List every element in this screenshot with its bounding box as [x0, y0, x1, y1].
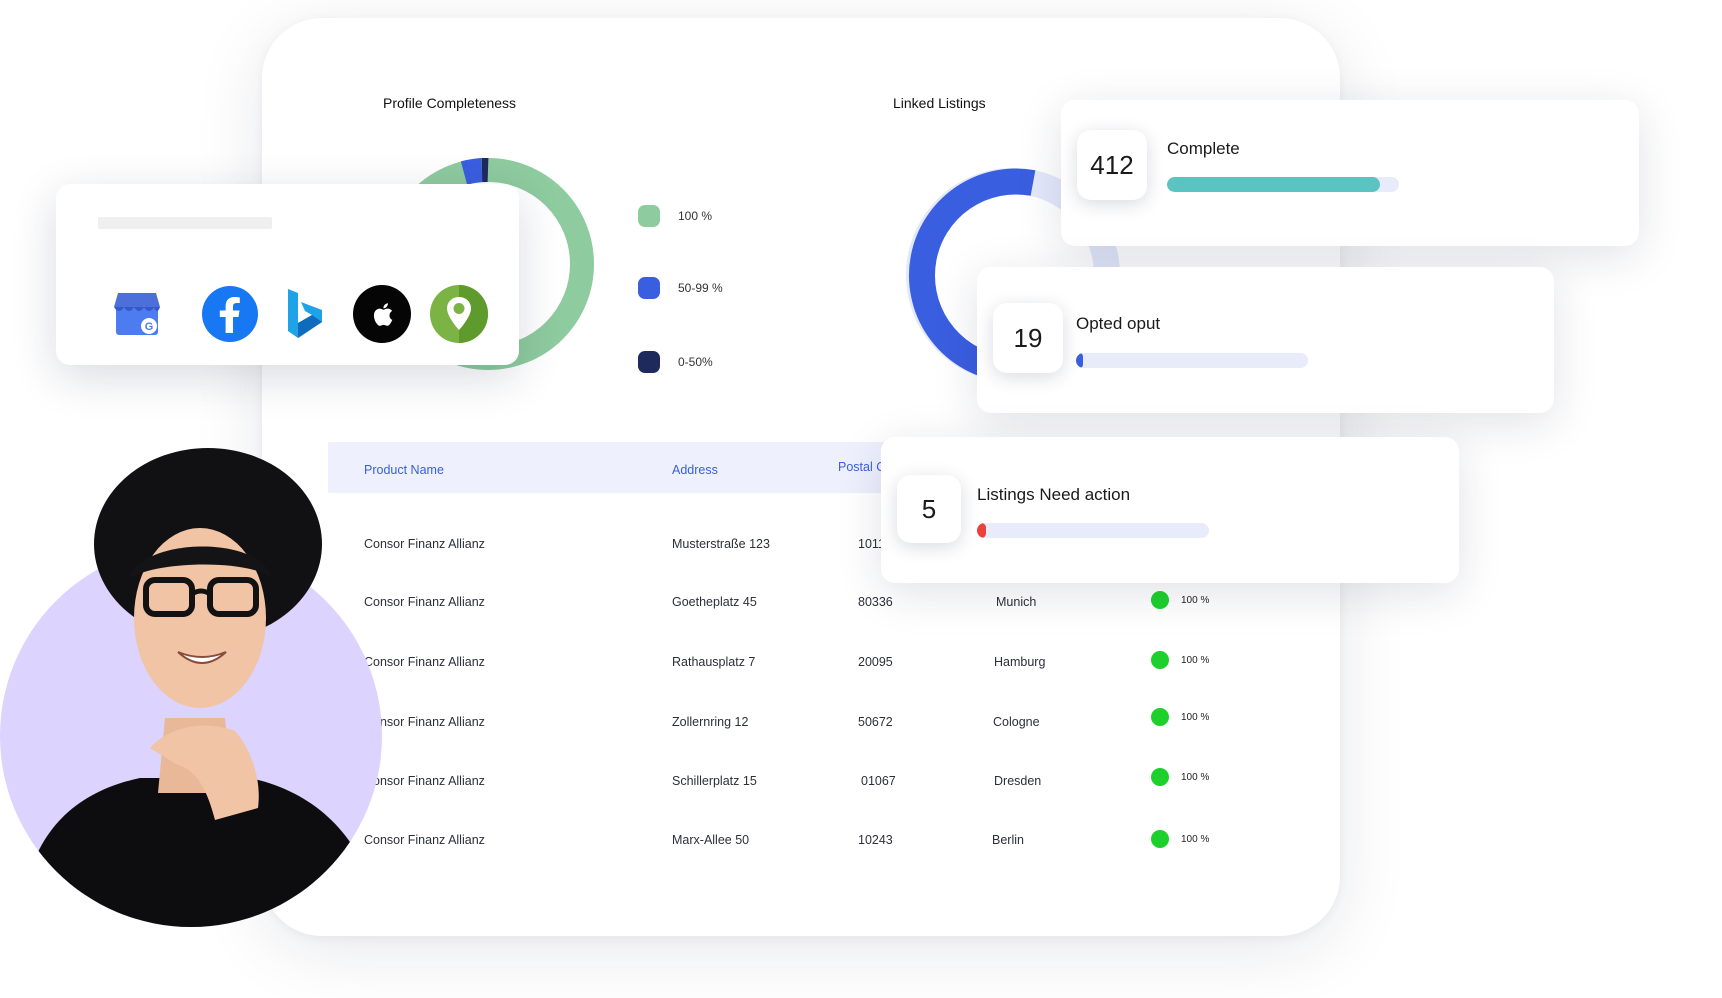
status-badge: 100 %	[1151, 768, 1209, 786]
legend-item-100: 100 %	[638, 205, 712, 227]
status-value: 100 %	[1181, 771, 1210, 783]
legend-dot-50-99	[638, 277, 660, 299]
progress-fill-opted-out	[1076, 353, 1083, 368]
stat-card-complete[interactable]: 412 Complete	[1061, 100, 1639, 246]
stat-value-complete: 412	[1077, 130, 1147, 200]
person-avatar	[0, 448, 382, 927]
listing-platforms-card: G	[56, 184, 519, 365]
legend-item-0-50: 0-50%	[638, 351, 713, 373]
cell-city: Berlin	[992, 833, 1024, 847]
bing-icon[interactable]	[278, 285, 336, 343]
status-value: 100 %	[1181, 833, 1210, 845]
cell-postal-code: 1011	[858, 537, 885, 551]
status-dot-icon	[1151, 708, 1169, 726]
progress-track-listings-need-action	[977, 523, 1209, 538]
status-value: 100 %	[1181, 654, 1210, 666]
cell-city: Hamburg	[994, 655, 1046, 669]
svg-text:G: G	[145, 321, 154, 333]
cell-product-name: Consor Finanz Allianz	[364, 833, 485, 847]
cell-product-name: Consor Finanz Allianz	[364, 537, 485, 551]
facebook-icon[interactable]	[201, 285, 259, 343]
column-header-product-name[interactable]: Product Name	[364, 463, 444, 477]
progress-fill-complete	[1167, 177, 1381, 192]
cell-postal-code: 20095	[858, 655, 893, 669]
stat-label-complete: Complete	[1167, 139, 1240, 158]
legend-label-0-50: 0-50%	[678, 355, 713, 369]
cell-product-name: Consor Finanz Allianz	[364, 774, 485, 788]
cell-address: Marx-Allee 50	[672, 833, 750, 847]
status-value: 100 %	[1181, 711, 1210, 723]
stat-card-opted-out[interactable]: 19 Opted oput	[977, 267, 1554, 413]
google-business-icon[interactable]: G	[108, 285, 166, 343]
status-dot-icon	[1151, 830, 1169, 848]
stat-value-opted-out: 19	[993, 303, 1063, 373]
status-badge: 100 %	[1151, 651, 1209, 669]
cell-postal-code: 50672	[858, 715, 893, 729]
status-dot-icon	[1151, 768, 1169, 786]
cell-address: Musterstraße 123	[672, 537, 770, 551]
status-dot-icon	[1151, 651, 1169, 669]
stat-card-listings-need-action[interactable]: 5 Listings Need action	[881, 437, 1459, 583]
linked-listings-title: Linked Listings	[893, 95, 986, 111]
cell-product-name: Consor Finanz Allianz	[364, 655, 485, 669]
cell-city: Munich	[996, 595, 1037, 609]
status-badge: 100 %	[1151, 708, 1209, 726]
cell-city: Cologne	[993, 715, 1040, 729]
cell-city: Dresden	[994, 774, 1042, 788]
legend-dot-100	[638, 205, 660, 227]
status-dot-icon	[1151, 591, 1169, 609]
stat-value-listings-need-action: 5	[897, 475, 961, 543]
location-pin-icon[interactable]	[430, 285, 488, 343]
cell-address: Zollernring 12	[672, 715, 749, 729]
stat-label-listings-need-action: Listings Need action	[977, 485, 1131, 504]
profile-completeness-title: Profile Completeness	[383, 95, 517, 111]
progress-track-complete	[1167, 177, 1399, 192]
legend-item-50-99: 50-99 %	[638, 277, 723, 299]
cell-product-name: Consor Finanz Allianz	[364, 595, 485, 609]
placeholder-bar	[98, 217, 272, 229]
legend-dot-0-50	[638, 351, 660, 373]
cell-postal-code: 80336	[858, 595, 893, 609]
progress-track-opted-out	[1076, 353, 1308, 368]
legend-label-100: 100 %	[678, 209, 713, 223]
cell-product-name: Consor Finanz Allianz	[364, 715, 485, 729]
apple-icon[interactable]	[353, 285, 411, 343]
cell-address: Rathausplatz 7	[672, 655, 756, 669]
cell-address: Schillerplatz 15	[672, 774, 757, 788]
legend-label-50-99: 50-99 %	[678, 281, 723, 295]
column-header-postal-code[interactable]: Postal C	[838, 460, 886, 474]
cell-postal-code: 01067	[861, 774, 896, 788]
status-value: 100 %	[1181, 594, 1210, 606]
status-badge: 100 %	[1151, 591, 1209, 609]
cell-address: Goetheplatz 45	[672, 595, 757, 609]
cell-postal-code: 10243	[858, 833, 893, 847]
status-badge: 100 %	[1151, 830, 1209, 848]
progress-fill-listings-need-action	[977, 523, 987, 538]
stat-label-opted-out: Opted oput	[1076, 314, 1161, 333]
column-header-address[interactable]: Address	[672, 463, 718, 477]
